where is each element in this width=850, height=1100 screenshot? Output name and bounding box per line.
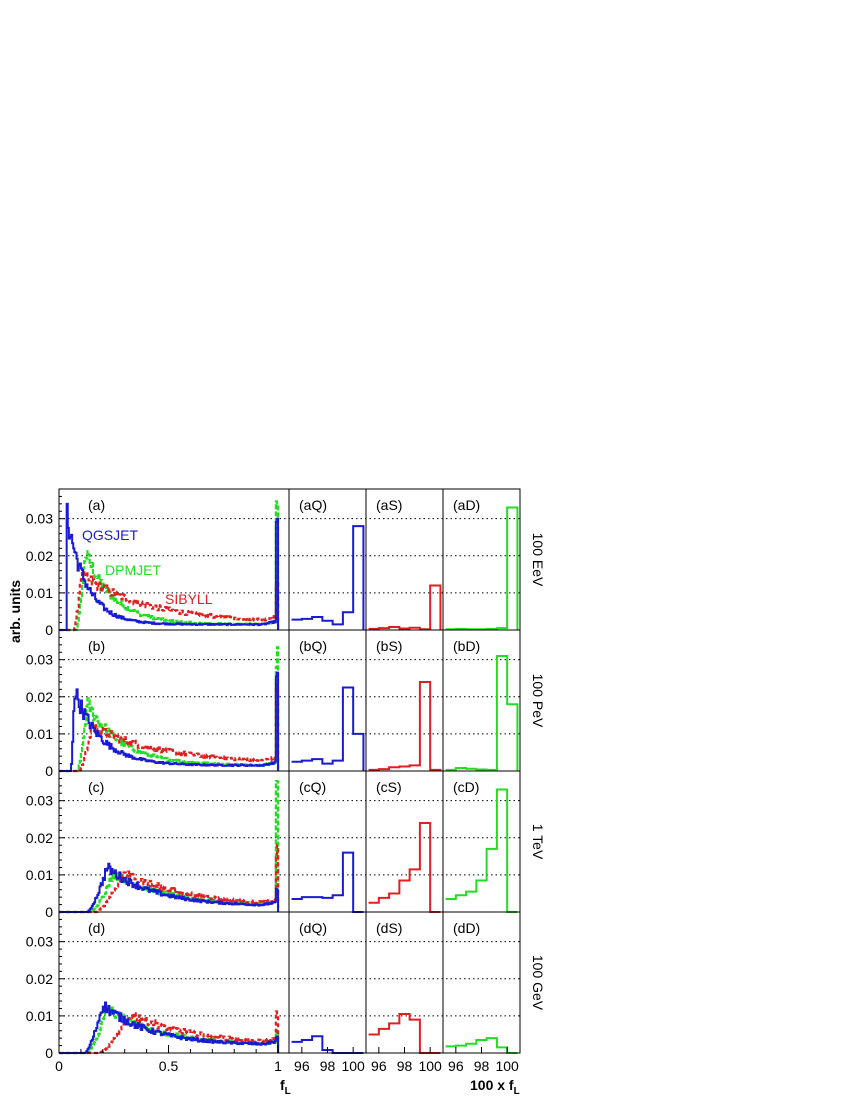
histogram-dpmjet-b [59, 646, 280, 773]
zoom-panel-label: (aS) [376, 497, 402, 513]
x-tick-label: 0 [55, 1058, 63, 1074]
x-axis-label-main-text: f [280, 1077, 285, 1093]
y-tick-label: 0.01 [26, 867, 53, 883]
energy-label: 100 EeV [530, 533, 546, 587]
zoom-x-tick-label: 96 [294, 1058, 310, 1074]
y-tick-label: 0.01 [26, 1008, 53, 1024]
plot-grid: (a) (aQ) (aS) (aD) 100 EeV 0 0.01 0.02 0.03 (b) (b… [26, 488, 546, 1074]
zoom-x-tick-label: 98 [474, 1058, 490, 1074]
energy-label: 1 TeV [530, 824, 546, 860]
x-axis-label-zoom-sub: L [514, 1086, 520, 1097]
zoom-histogram-ad [445, 506, 519, 631]
zoom-x-tick-label: 100 [341, 1058, 365, 1074]
zoom-x-tick-label: 98 [397, 1058, 413, 1074]
legend-sibyll: SIBYLL [165, 591, 213, 607]
panel-label: (d) [88, 920, 105, 936]
zoom-histogram-cd [445, 788, 518, 913]
zoom-histogram-bs [368, 680, 442, 771]
x-axis-label-main: fL [280, 1077, 291, 1097]
y-tick-label: 0.02 [26, 830, 53, 846]
energy-label: 100 GeV [530, 955, 546, 1011]
y-tick-label: 0.02 [26, 689, 53, 705]
svg-text:fL: fL [280, 1077, 291, 1097]
zoom-panel-label: (bS) [376, 638, 402, 654]
y-tick-label: 0.02 [26, 548, 53, 564]
zoom-x-tick-label: 100 [418, 1058, 442, 1074]
zoom-histogram-dd [445, 1037, 518, 1054]
y-tick-label: 0.01 [26, 726, 53, 742]
x-axis-label-zoom-text: 100 x f [470, 1077, 514, 1093]
y-tick-label: 0.03 [26, 934, 53, 950]
histogram-qgsjet-c [59, 862, 280, 913]
histogram-sibyll-a [59, 569, 280, 632]
y-tick-label: 0.03 [26, 511, 53, 527]
energy-label: 100 PeV [530, 674, 546, 728]
x-axis-label-zoom: 100 x fL [470, 1077, 520, 1097]
histogram-qgsjet-b [59, 671, 280, 772]
zoom-panel-label: (dD) [453, 920, 480, 936]
y-tick-label: 0 [45, 904, 53, 920]
zoom-x-tick-label: 100 [495, 1058, 519, 1074]
legend-dpmjet: DPMJET [105, 562, 161, 578]
y-tick-label: 0 [45, 622, 53, 638]
x-tick-label: 0.5 [159, 1058, 179, 1074]
y-tick-label: 0 [45, 763, 53, 779]
zoom-histogram-bd [445, 654, 519, 771]
histogram-qgsjet-d [59, 1001, 280, 1054]
histogram-sibyll-b [59, 683, 280, 773]
zoom-panel-label: (aD) [453, 497, 480, 513]
zoom-histogram-aq [291, 525, 365, 630]
zoom-panel-label: (dQ) [299, 920, 327, 936]
zoom-x-tick-label: 96 [371, 1058, 387, 1074]
y-tick-label: 0.03 [26, 793, 53, 809]
zoom-x-tick-label: 98 [320, 1058, 336, 1074]
zoom-histogram-bq [291, 686, 365, 771]
zoom-panel-label: (cQ) [299, 779, 326, 795]
zoom-panel-label: (cS) [376, 779, 402, 795]
y-tick-label: 0.03 [26, 652, 53, 668]
zoom-histogram-cs [368, 821, 441, 913]
y-tick-label: 0.02 [26, 971, 53, 987]
panel-label: (b) [88, 638, 105, 654]
zoom-x-tick-label: 96 [448, 1058, 464, 1074]
y-tick-label: 0 [45, 1045, 53, 1061]
zoom-histogram-cq [291, 851, 364, 913]
x-axis-label-main-sub: L [285, 1086, 291, 1097]
panel-label: (c) [88, 779, 104, 795]
zoom-panel-label: (cD) [453, 779, 479, 795]
zoom-panel-label: (bQ) [299, 638, 327, 654]
panel-label: (a) [88, 497, 105, 513]
zoom-panel-label: (dS) [376, 920, 402, 936]
y-tick-label: 0.01 [26, 585, 53, 601]
histogram-qgsjet-a [59, 502, 280, 631]
zoom-panel-label: (aQ) [299, 497, 327, 513]
x-tick-label: 1 [274, 1058, 282, 1074]
histogram-sibyll-c [59, 844, 280, 914]
zoom-panel-label: (bD) [453, 638, 480, 654]
y-axis-label: arb. units [7, 580, 23, 643]
zoom-histogram-as [368, 584, 442, 631]
histogram-sibyll-d [59, 1010, 280, 1055]
legend-qgsjet: QGSJET [82, 527, 138, 543]
svg-text:100 x fL: 100 x fL [470, 1077, 520, 1097]
